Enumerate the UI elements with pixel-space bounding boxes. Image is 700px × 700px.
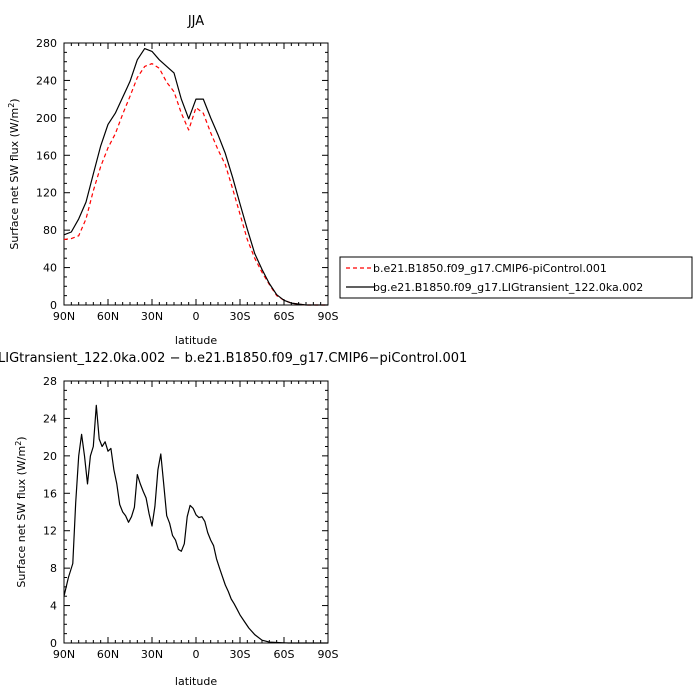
x-tick-label: 30N xyxy=(141,648,163,661)
axis-ticks: 90N 60N 30N 0 30S 60S 90S 0 4 8 12 16 20 24 28 xyxy=(43,375,339,661)
x-tick-label: 60S xyxy=(274,648,295,661)
legend-box xyxy=(339,256,693,299)
y-tick-label: 240 xyxy=(36,74,57,87)
x-axis-label: latitude xyxy=(175,675,217,688)
plot-frame xyxy=(63,42,329,306)
y-tick-label: 28 xyxy=(43,375,57,388)
y-axis-label: Surface net SW flux (W/m2) xyxy=(14,436,28,587)
legend: b.e21.B1850.f09_g17.CMIP6-piControl.001 … xyxy=(339,256,693,299)
y-tick-label: 12 xyxy=(43,525,57,538)
chart-title: LIGtransient_122.0ka.002 − b.e21.B1850.f… xyxy=(0,351,467,366)
axis-ticks: 90N 60N 30N 0 30S 60S 90S 0 40 80 120 160 200 240 280 xyxy=(36,37,339,323)
bottom-chart: LIGtransient_122.0ka.002 − b.e21.B1850.f… xyxy=(0,351,467,688)
y-tick-label: 0 xyxy=(50,637,57,650)
y-tick-label: 24 xyxy=(43,412,57,425)
y-tick-label: 0 xyxy=(50,299,57,312)
y-axis-label: Surface net SW flux (W/m2) xyxy=(7,98,21,249)
x-tick-label: 0 xyxy=(193,648,200,661)
x-axis-label: latitude xyxy=(175,334,217,347)
x-tick-label: 90S xyxy=(318,648,339,661)
y-tick-label: 40 xyxy=(43,262,57,275)
x-tick-label: 30N xyxy=(141,310,163,323)
legend-entry-1: bg.e21.B1850.f09_g17.LIGtransient_122.0k… xyxy=(373,281,643,294)
x-tick-label: 90N xyxy=(53,310,75,323)
x-tick-label: 30S xyxy=(230,310,251,323)
y-tick-label: 160 xyxy=(36,149,57,162)
y-tick-label: 200 xyxy=(36,112,57,125)
y-tick-label: 16 xyxy=(43,487,57,500)
y-tick-label: 120 xyxy=(36,187,57,200)
x-tick-label: 60N xyxy=(97,648,119,661)
chart-title: JJA xyxy=(187,14,204,29)
y-tick-label: 4 xyxy=(50,600,57,613)
series-lines xyxy=(63,47,328,306)
x-tick-label: 90N xyxy=(53,648,75,661)
x-tick-label: 30S xyxy=(230,648,251,661)
y-tick-label: 20 xyxy=(43,450,57,463)
legend-entry-0: b.e21.B1850.f09_g17.CMIP6-piControl.001 xyxy=(373,262,607,275)
y-tick-label: 280 xyxy=(36,37,57,50)
x-tick-label: 0 xyxy=(193,310,200,323)
x-tick-label: 60S xyxy=(274,310,295,323)
top-chart: JJA 90N 60N 30N 0 30S 60S 90S 0 40 80 120 160 200 240… xyxy=(7,14,693,347)
x-tick-label: 90S xyxy=(318,310,339,323)
y-tick-label: 80 xyxy=(43,224,57,237)
y-tick-label: 8 xyxy=(50,562,57,575)
series-line-0 xyxy=(63,404,328,644)
series-lines xyxy=(63,404,328,644)
series-line-1 xyxy=(63,47,328,306)
plot-frame xyxy=(63,380,329,644)
series-line-0 xyxy=(63,62,328,306)
x-tick-label: 60N xyxy=(97,310,119,323)
